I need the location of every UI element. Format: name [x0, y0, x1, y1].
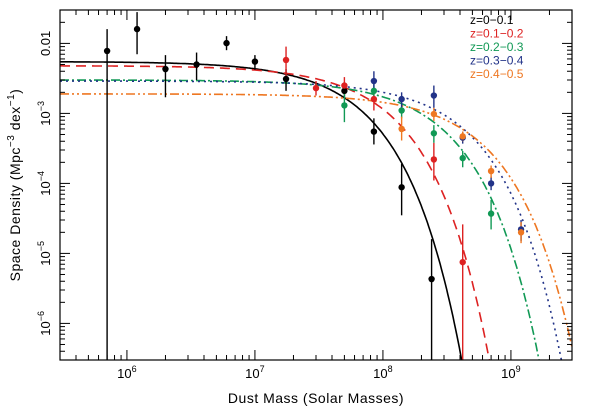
y-tick-label-base: 10 [38, 111, 53, 125]
data-point [193, 61, 200, 68]
data-point [370, 77, 378, 85]
x-tick-label-base: 10 [373, 366, 387, 381]
data-point [459, 258, 466, 266]
data-point [459, 154, 466, 162]
x-tick-label: 107 [245, 364, 264, 381]
y-tick-label-base: 10 [38, 251, 53, 265]
y-tick-label-base: 10 [38, 181, 53, 195]
y-tick-label: 10−5 [36, 241, 53, 266]
legend-entry: z=0−0.1 [470, 13, 514, 27]
data-point [103, 47, 111, 55]
fit-curve [60, 79, 540, 360]
data-point [398, 107, 405, 114]
y-axis-title-part2: dex [7, 106, 23, 134]
y-tick-label-exp: −4 [36, 171, 46, 181]
data-point [370, 128, 378, 135]
data-point [430, 110, 438, 118]
x-tick-label-exp: 8 [388, 364, 393, 374]
x-tick-label-base: 10 [117, 366, 131, 381]
data-point [430, 92, 438, 99]
data-point [223, 39, 230, 47]
y-tick-label: 10−6 [36, 311, 53, 336]
data-point [341, 102, 348, 109]
y-tick-label-exp: −5 [36, 241, 46, 251]
data-point [487, 210, 495, 217]
x-tick-label-base: 10 [501, 366, 515, 381]
data-point [430, 156, 438, 163]
data-point [428, 275, 435, 283]
y-axis-title-part3: ) [7, 89, 23, 94]
data-point [430, 130, 438, 137]
x-tick-label: 108 [373, 364, 392, 381]
data-point [312, 84, 320, 92]
y-axis-title-sup1: −3 [6, 135, 17, 147]
data-point [341, 87, 348, 95]
data-point [487, 180, 495, 187]
data-point [162, 65, 169, 73]
y-tick-label-base: 0.01 [38, 31, 53, 56]
x-tick-label: 106 [117, 364, 136, 381]
x-tick-label: 109 [501, 364, 520, 381]
data-point [282, 75, 290, 83]
data-point [341, 82, 348, 89]
data-point [251, 58, 259, 65]
data-point [517, 229, 525, 236]
y-tick-label-base: 10 [38, 321, 53, 335]
y-axis-title: Space Density (Mpc−3 dex−1) [6, 89, 23, 282]
data-point [487, 167, 495, 175]
data-point [398, 125, 405, 133]
y-axis-title-part1: Space Density (Mpc [7, 147, 23, 281]
error-bars [106, 12, 522, 360]
x-tick-label-exp: 6 [132, 364, 137, 374]
y-axis-title-sup2: −1 [6, 94, 17, 106]
x-tick-label-base: 10 [245, 366, 259, 381]
data-point [370, 87, 378, 95]
data-point [459, 133, 466, 140]
data-point [282, 56, 290, 64]
x-tick-label-exp: 7 [260, 364, 265, 374]
data-points [103, 25, 525, 283]
fit-curve [60, 93, 572, 348]
y-tick-label: 10−3 [36, 101, 53, 126]
y-tick-label-exp: −6 [36, 311, 46, 321]
fit-curve [60, 65, 491, 360]
x-tick-label-exp: 9 [516, 364, 521, 374]
fit-curve [60, 80, 563, 360]
x-axis-title: Dust Mass (Solar Masses) [228, 390, 404, 406]
data-point [398, 95, 405, 103]
data-point [398, 184, 405, 191]
data-point [370, 95, 378, 103]
legend: z=0−0.1z=0.1−0.2z=0.2−0.3z=0.3−0.4z=0.4−… [470, 13, 524, 81]
legend-entry: z=0.4−0.5 [470, 67, 524, 81]
legend-entry: z=0.1−0.2 [470, 27, 524, 41]
legend-entry: z=0.3−0.4 [470, 54, 524, 68]
y-tick-label-exp: −3 [36, 101, 46, 111]
legend-entry: z=0.2−0.3 [470, 40, 524, 54]
y-tick-label: 0.01 [38, 31, 53, 56]
y-tick-label: 10−4 [36, 171, 53, 196]
fit-curves [60, 61, 572, 360]
data-point [133, 25, 141, 33]
fit-curve [60, 61, 463, 360]
x-axis-ticks: 106 107 108 109 [59, 10, 573, 381]
